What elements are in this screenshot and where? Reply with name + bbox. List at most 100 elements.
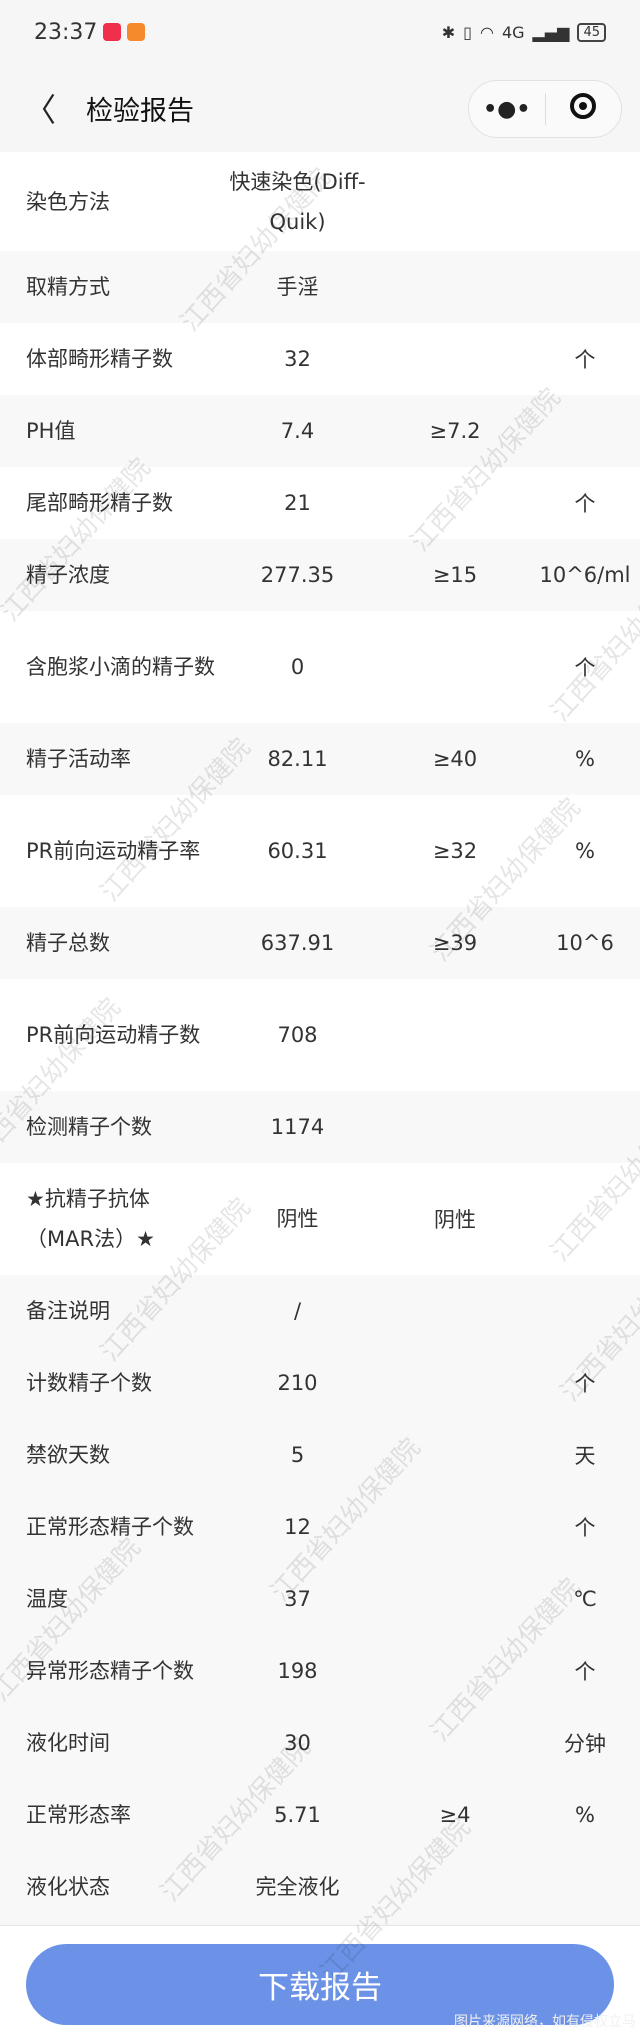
signal-bars-icon: ▂▄▆ (532, 22, 570, 42)
back-button[interactable]: 〈 (24, 91, 57, 129)
row-value: 30 (284, 1731, 311, 1755)
row-label: 含胞浆小滴的精子数 (26, 655, 215, 679)
row-value: 60.31 (267, 839, 328, 863)
row-reference: ≥32 (432, 839, 478, 863)
row-label: 正常形态率 (26, 1803, 131, 1827)
row-unit: 个 (574, 1372, 596, 1396)
target-circle-icon (570, 93, 597, 119)
row-value: / (293, 1299, 302, 1323)
mini-program-capsule: •●• (468, 80, 622, 138)
table-row: 染色方法 快速染色(Diff-Quik) (0, 152, 640, 251)
row-unit: 10^6/ml (539, 563, 631, 587)
table-row: 温度 37 ℃ (0, 1563, 640, 1635)
row-value: 277.35 (260, 563, 335, 587)
row-unit: 个 (574, 492, 596, 516)
row-value: 1174 (270, 1115, 325, 1139)
row-label: 液化时间 (26, 1731, 110, 1755)
row-reference: ≥7.2 (429, 419, 481, 443)
row-value: 708 (277, 1023, 318, 1047)
row-reference: ≥15 (432, 563, 478, 587)
table-row: 检测精子个数 1174 (0, 1091, 640, 1163)
row-unit: 个 (574, 1660, 596, 1684)
wifi-icon: ◠ (479, 22, 494, 42)
row-unit: 10^6 (556, 931, 614, 955)
table-row: 精子浓度 277.35 ≥15 10^6/ml (0, 539, 640, 611)
row-value: 210 (277, 1371, 318, 1395)
row-value: 12 (284, 1515, 311, 1539)
row-value: 阴性 (276, 1207, 319, 1231)
row-unit: % (575, 747, 595, 771)
row-label: 备注说明 (26, 1299, 110, 1323)
table-row: 精子活动率 82.11 ≥40% (0, 723, 640, 795)
table-row: 正常形态率 5.71 ≥4% (0, 1779, 640, 1851)
row-label: 正常形态精子个数 (26, 1515, 194, 1539)
row-label: 精子活动率 (26, 747, 131, 771)
table-row: 取精方式 手淫 (0, 251, 640, 323)
table-row: 液化时间 30 分钟 (0, 1707, 640, 1779)
table-row: ★抗精子抗体（MAR法）★ 阴性 阴性 (0, 1163, 640, 1275)
row-reference: 阴性 (434, 1208, 476, 1232)
row-unit: 个 (574, 656, 596, 680)
row-unit: 个 (574, 1516, 596, 1540)
row-value: 7.4 (280, 419, 315, 443)
nav-bar: 〈 检验报告 •●• (0, 64, 640, 152)
bottom-bar: 下载报告 图片来源网络，如有侵权立马 (0, 1925, 640, 2039)
divider (544, 93, 546, 125)
table-row: 异常形态精子个数 198 个 (0, 1635, 640, 1707)
row-unit: % (575, 1803, 595, 1827)
row-unit: ℃ (573, 1587, 597, 1611)
row-label: 液化状态 (26, 1875, 110, 1899)
table-row: PR前向运动精子数 708 (0, 979, 640, 1091)
row-unit: 个 (574, 348, 596, 372)
row-unit: % (575, 839, 595, 863)
table-row: 精子总数 637.91 ≥39 10^6 (0, 907, 640, 979)
video-app-icon (127, 23, 146, 41)
row-value: 快速染色(Diff-Quik) (229, 169, 366, 234)
table-row: 备注说明 / (0, 1275, 640, 1347)
row-reference: ≥39 (432, 931, 478, 955)
row-value: 32 (284, 347, 311, 371)
bluetooth-icon: ✱ (441, 22, 456, 42)
row-label: 温度 (26, 1587, 68, 1611)
status-time: 23:37 (34, 19, 98, 45)
table-row: 体部畸形精子数 32 个 (0, 323, 640, 395)
row-value: 37 (284, 1587, 311, 1611)
signal-icon: 4G (501, 22, 525, 42)
row-value: 198 (277, 1659, 318, 1683)
row-label: 计数精子个数 (26, 1371, 152, 1395)
table-row: PH值 7.4 ≥7.2 (0, 395, 640, 467)
battery-icon: 45 (577, 22, 606, 42)
table-row: 尾部畸形精子数 21 个 (0, 467, 640, 539)
row-value: 82.11 (267, 747, 328, 771)
row-label: ★抗精子抗体（MAR法）★ (26, 1187, 155, 1251)
row-value: 0 (290, 655, 305, 679)
row-value: 手淫 (276, 275, 319, 299)
row-value: 637.91 (260, 931, 335, 955)
more-dots-icon[interactable]: •●• (483, 96, 531, 122)
row-value: 5.71 (274, 1803, 321, 1827)
row-value: 完全液化 (255, 1875, 340, 1899)
row-value: 21 (284, 491, 311, 515)
row-label: 禁欲天数 (26, 1443, 110, 1467)
row-label: 体部畸形精子数 (26, 347, 173, 371)
report-table: 染色方法 快速染色(Diff-Quik) 取精方式 手淫 体部畸形精子数 32 个 PH值 7.… (0, 152, 640, 1923)
close-button[interactable] (546, 93, 622, 125)
row-label: 尾部畸形精子数 (26, 491, 173, 515)
xiaohongshu-icon (103, 23, 122, 41)
credit-text: 图片来源网络，如有侵权立马 (454, 2014, 636, 2030)
row-label: 取精方式 (26, 275, 110, 299)
row-value: 5 (290, 1443, 305, 1467)
row-label: 检测精子个数 (26, 1115, 152, 1139)
row-label: 精子浓度 (26, 563, 110, 587)
row-label: PR前向运动精子率 (26, 839, 201, 863)
row-label: 精子总数 (26, 931, 110, 955)
table-row: 计数精子个数 210 个 (0, 1347, 640, 1419)
table-row: 含胞浆小滴的精子数 0 个 (0, 611, 640, 723)
page-title: 检验报告 (86, 95, 194, 127)
table-row: 正常形态精子个数 12 个 (0, 1491, 640, 1563)
row-reference: ≥40 (432, 747, 478, 771)
vibrate-icon: ▯ (463, 22, 472, 42)
table-row: 禁欲天数 5 天 (0, 1419, 640, 1491)
row-label: 染色方法 (26, 189, 110, 214)
download-report-button[interactable]: 下载报告 (26, 1944, 614, 2025)
